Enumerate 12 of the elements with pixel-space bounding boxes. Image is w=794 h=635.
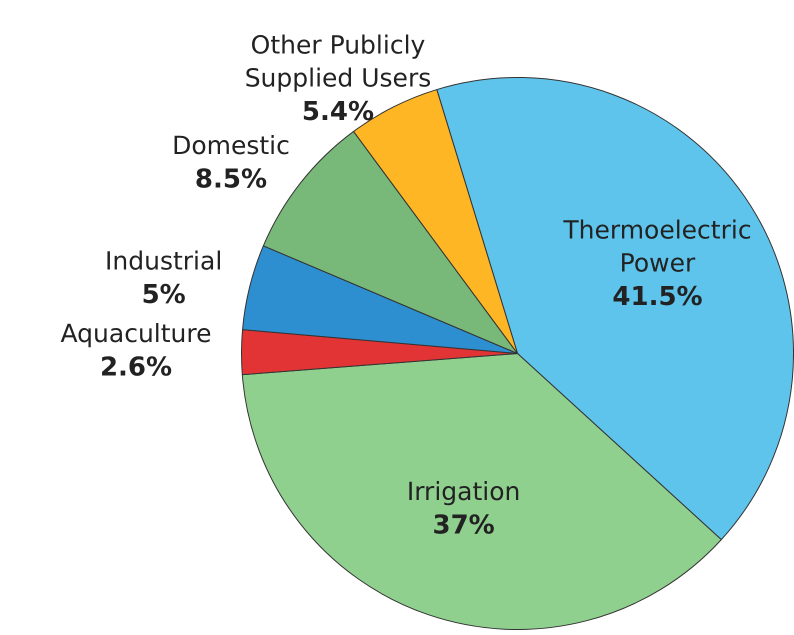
slice-label: Other Publicly Supplied Users <box>244 30 432 93</box>
data-label: 2.6% <box>100 352 172 382</box>
slice-label: Irrigation <box>406 477 520 506</box>
slice-label: Domestic <box>172 131 290 160</box>
data-label: 5% <box>142 280 186 310</box>
data-label: 5.4% <box>302 96 374 127</box>
data-label: 37% <box>432 510 495 540</box>
data-label: 8.5% <box>194 164 268 194</box>
slice-label: Aquaculture <box>60 319 212 348</box>
data-label: 41.5% <box>612 282 703 312</box>
slice-label: Thermoelectric Power <box>562 216 752 278</box>
slice-label: Industrial <box>105 246 222 276</box>
